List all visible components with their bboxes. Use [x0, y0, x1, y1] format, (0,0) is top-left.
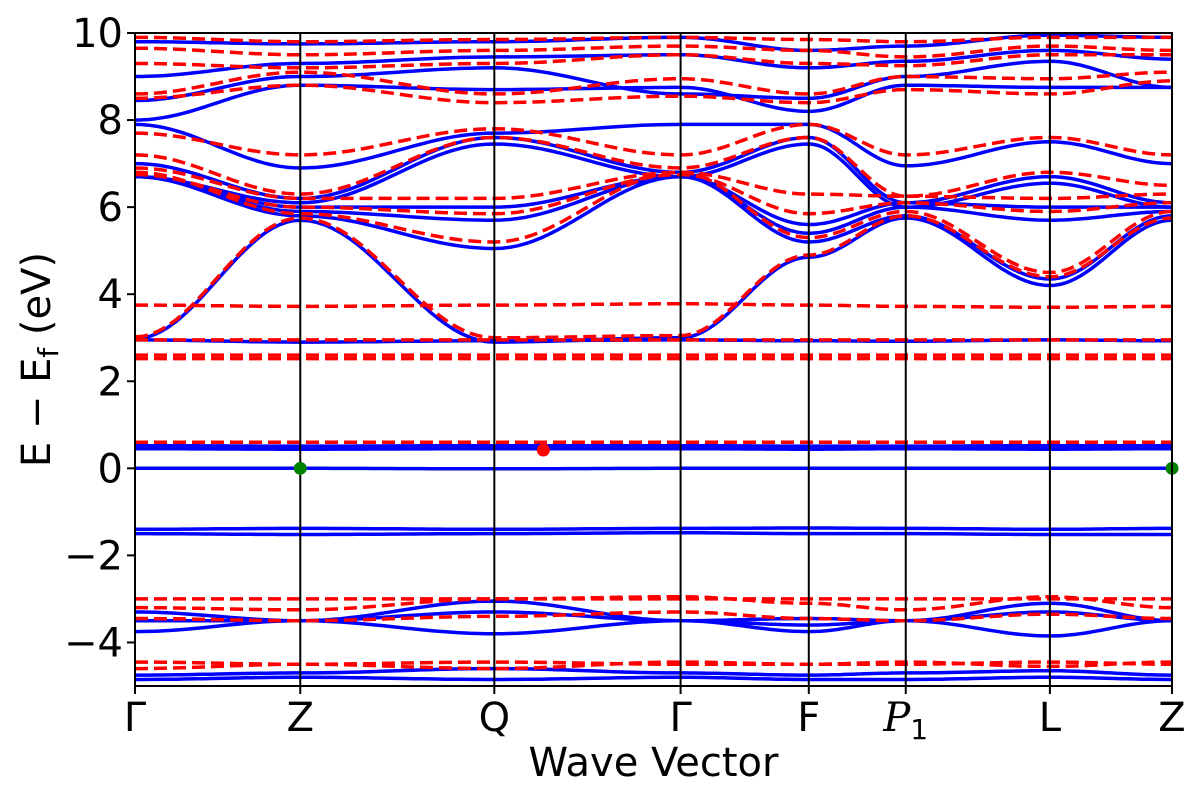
- solid-band-6: [135, 526, 1172, 532]
- solid-band-8: [135, 446, 1172, 451]
- labels: −4 −2 0 2 4 6 8 10 Γ Z Q Γ F P1 L Z Wave Vector E − Ef (e…: [14, 11, 1186, 786]
- plot-area: [135, 33, 1172, 682]
- kpoint-label: Z: [1158, 695, 1185, 741]
- dashed-band-12: [135, 172, 1172, 216]
- y-tick-label: −4: [64, 620, 123, 666]
- dashed-band-1: [135, 660, 1172, 671]
- y-tick-label: −2: [64, 533, 123, 579]
- solid-band-13: [135, 174, 1172, 236]
- dashed-band-15: [135, 122, 1172, 157]
- dashed-band-4: [135, 610, 1172, 623]
- x-axis-title: Wave Vector: [529, 740, 780, 786]
- dashed-band-3: [135, 595, 1172, 612]
- solid-band-0: [135, 675, 1172, 682]
- kpoint-label: Γ: [669, 695, 692, 741]
- dashed-band-11: [135, 170, 1172, 275]
- solid-band-18: [135, 83, 1172, 122]
- y-tick-label: 0: [98, 446, 123, 492]
- cbm-marker: [536, 443, 550, 457]
- y-tick-label: 2: [98, 359, 123, 405]
- y-tick-label: 6: [98, 185, 123, 231]
- axes: [127, 32, 1179, 694]
- dashed-band-13: [135, 166, 1172, 201]
- kpoint-label: Z: [287, 695, 314, 741]
- solid-band-17: [135, 122, 1172, 170]
- dashed-band-18: [135, 53, 1172, 70]
- plot-frame: [134, 32, 1173, 687]
- kpoint-label: F: [797, 695, 820, 741]
- dashed-band-17: [135, 70, 1172, 96]
- kpoint-label: Γ: [124, 695, 147, 741]
- solid-band-12: [135, 174, 1172, 281]
- dashed-band-16: [135, 79, 1172, 105]
- dashed-band-9: [135, 302, 1172, 310]
- vbm-marker: [293, 461, 307, 475]
- y-tick-label: 10: [72, 11, 123, 57]
- solid-band-11: [135, 216, 1172, 344]
- y-axis-title: E − Ef (eV): [14, 252, 65, 467]
- kpoint-label: Q: [479, 695, 510, 741]
- solid-band-19: [135, 59, 1172, 103]
- solid-band-1: [135, 666, 1172, 677]
- solid-band-5: [135, 531, 1172, 537]
- dashed-band-19: [135, 44, 1172, 59]
- solid-band-20: [135, 48, 1172, 79]
- dashed-band-10: [135, 214, 1172, 340]
- dashed-band-20: [135, 35, 1172, 44]
- dashed-band-14: [135, 135, 1172, 199]
- y-tick-label: 4: [98, 272, 123, 318]
- solid-band-16: [135, 135, 1172, 205]
- solid-band-7: [135, 466, 1172, 471]
- kpoint-label: L: [1039, 695, 1062, 741]
- solid-band-21: [135, 33, 1172, 53]
- y-tick-label: 8: [98, 98, 123, 144]
- kpoint-label: P1: [882, 695, 928, 746]
